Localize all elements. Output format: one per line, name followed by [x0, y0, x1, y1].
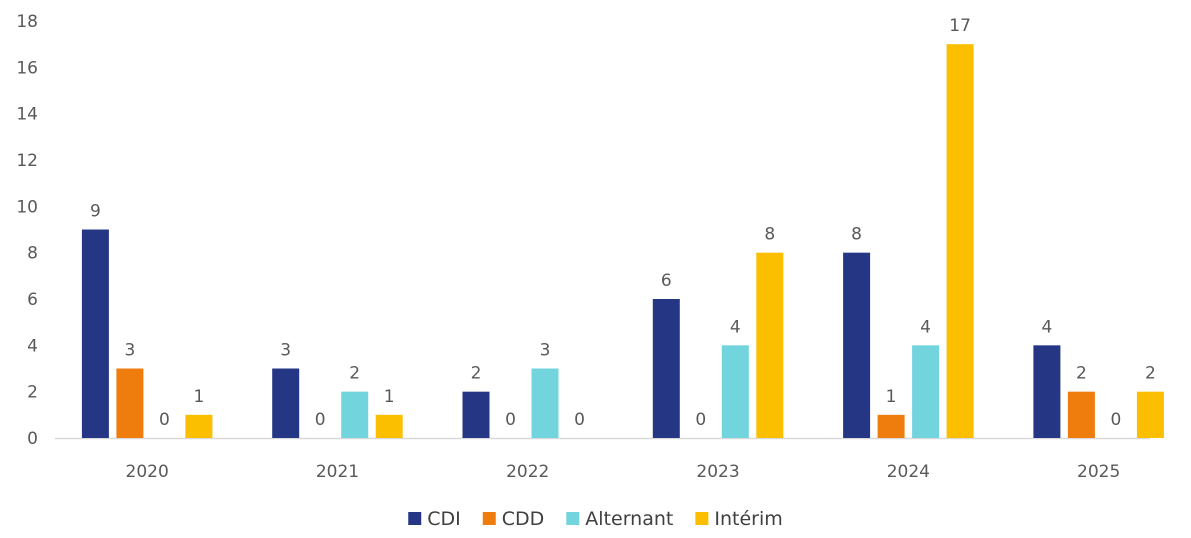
data-label: 0	[159, 410, 170, 430]
bar	[81, 229, 109, 438]
data-label: 3	[280, 341, 291, 361]
bar	[652, 299, 680, 438]
data-label: 2	[1145, 364, 1156, 384]
data-label: 0	[315, 410, 326, 430]
bar	[531, 368, 559, 438]
bars	[81, 44, 1164, 439]
data-label: 2	[471, 364, 482, 384]
bar	[462, 391, 490, 438]
legend-label: CDI	[427, 508, 461, 530]
data-label: 1	[886, 387, 897, 407]
bar	[116, 368, 144, 438]
legend-label: Intérim	[714, 508, 782, 530]
bar	[1067, 391, 1095, 438]
y-tick-label: 0	[27, 429, 38, 449]
y-tick-label: 12	[16, 151, 38, 171]
bar	[375, 414, 403, 438]
bar	[272, 368, 300, 438]
y-tick-label: 10	[16, 197, 38, 217]
data-label: 3	[540, 341, 551, 361]
data-labels: 9 3 0 1 3 0 2 1 2 0 3 0 6 0 4 8 8 1 4 17 4 2 0 2	[90, 16, 1156, 430]
y-tick-label: 18	[16, 12, 38, 32]
data-label: 0	[505, 410, 516, 430]
x-tick-label: 2021	[316, 462, 359, 482]
data-label: 8	[851, 225, 862, 245]
data-label: 9	[90, 202, 101, 222]
legend-swatch	[695, 512, 709, 525]
data-label: 3	[124, 341, 135, 361]
x-axis: 2020 2021 2022 2023 2024 2025	[55, 437, 1150, 482]
y-axis: 0 2 4 6 8 10 12 14 16 18	[16, 12, 38, 449]
bar	[843, 252, 871, 438]
bar	[341, 391, 369, 438]
bar	[756, 252, 784, 438]
bar	[877, 414, 905, 438]
legend-item: Intérim	[695, 508, 783, 530]
bar	[1033, 345, 1061, 438]
data-label: 2	[349, 364, 360, 384]
y-tick-label: 4	[27, 336, 38, 356]
data-label: 17	[949, 16, 971, 36]
data-label: 2	[1076, 364, 1087, 384]
bar	[1136, 391, 1164, 438]
y-tick-label: 14	[16, 105, 38, 125]
x-tick-label: 2020	[126, 462, 169, 482]
data-label: 6	[661, 271, 672, 291]
y-tick-label: 8	[27, 244, 38, 264]
legend-swatch	[482, 512, 496, 525]
legend-label: CDD	[502, 508, 545, 530]
data-label: 4	[730, 317, 741, 337]
x-tick-label: 2024	[887, 462, 930, 482]
data-label: 0	[695, 410, 706, 430]
legend-item: Alternant	[566, 508, 673, 530]
x-tick-label: 2023	[696, 462, 739, 482]
data-label: 4	[1041, 317, 1052, 337]
data-label: 1	[384, 387, 395, 407]
bar	[946, 44, 974, 439]
legend-swatch	[408, 512, 422, 525]
y-tick-label: 2	[27, 383, 38, 403]
data-label: 0	[574, 410, 585, 430]
bar	[185, 414, 213, 438]
y-tick-label: 16	[16, 58, 38, 78]
legend-item: CDD	[482, 508, 545, 530]
data-label: 0	[1110, 410, 1121, 430]
bar	[721, 345, 749, 438]
legend-swatch	[566, 512, 580, 525]
data-label: 4	[920, 317, 931, 337]
x-tick-label: 2025	[1077, 462, 1120, 482]
x-tick-label: 2022	[506, 462, 549, 482]
legend: CDI CDD Alternant Intérim	[408, 508, 783, 530]
data-label: 8	[764, 225, 775, 245]
legend-item: CDI	[408, 508, 461, 530]
bar	[912, 345, 940, 438]
legend-label: Alternant	[585, 508, 673, 530]
data-label: 1	[193, 387, 204, 407]
y-tick-label: 6	[27, 290, 38, 310]
